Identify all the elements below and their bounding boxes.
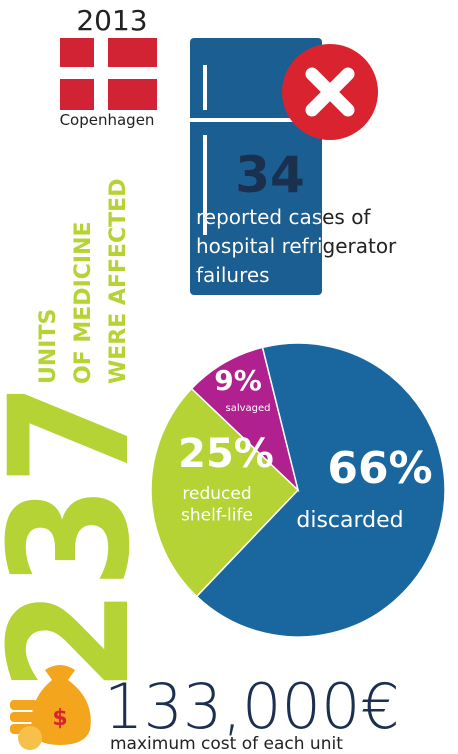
cost-value: 133,000€ — [104, 670, 400, 743]
money-icon: $ — [10, 665, 91, 750]
failure-text-overlay: failures — [196, 263, 270, 287]
slice-category-label: salvaged — [225, 403, 270, 414]
failure-text: failures — [196, 263, 270, 287]
failure-text: hospital refrigerator — [196, 234, 397, 258]
error-icon — [282, 44, 378, 140]
units-text: WERE AFFECTED — [106, 179, 131, 384]
pie-slice — [190, 346, 300, 493]
failure-count: 34 — [235, 146, 305, 204]
slice-category-label: reduced shelf-life — [181, 484, 253, 525]
city: Copenhagen — [60, 111, 155, 129]
slice-value-label: 66% — [327, 443, 432, 494]
failure-text-overlay: reported cases of — [196, 205, 371, 229]
pie-slice — [195, 342, 446, 638]
slice-category-label: discarded — [296, 508, 403, 533]
slice-value-label: 25% — [178, 431, 274, 477]
units-count: 237 — [0, 382, 166, 692]
slice-value-label: 9% — [214, 364, 262, 397]
pie-slice — [150, 387, 300, 598]
svg-text:$: $ — [52, 706, 67, 731]
units-text: UNITS — [36, 309, 61, 384]
failure-text: reported cases of — [196, 205, 371, 229]
year: 2013 — [76, 4, 147, 37]
flag — [60, 38, 157, 110]
cost-label: maximum cost of each unit — [110, 734, 343, 754]
failure-text-overlay: hospital refrigerator — [196, 234, 397, 258]
units-text: OF MEDICINE — [71, 221, 96, 384]
